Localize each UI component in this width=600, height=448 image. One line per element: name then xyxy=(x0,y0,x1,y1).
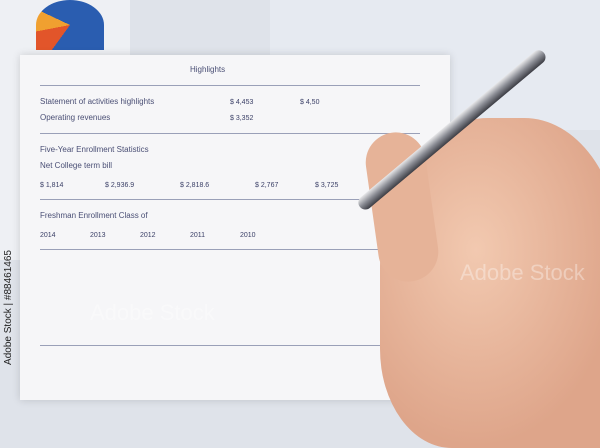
doc-number: $ 3,725 xyxy=(315,182,339,189)
watermark-overlay: Adobe Stock xyxy=(460,260,585,285)
doc-number: $ 2,818.6 xyxy=(180,182,210,189)
doc-line: Five-Year Enrollment Statistics xyxy=(40,145,149,154)
divider xyxy=(40,249,420,250)
doc-number: 2011 xyxy=(190,232,206,239)
doc-number: $ 2,936.9 xyxy=(105,182,135,189)
stock-id: #88461465 xyxy=(3,250,14,301)
doc-line: Highlights xyxy=(190,65,226,74)
doc-number: 2014 xyxy=(40,232,56,239)
doc-number: $ 2,767 xyxy=(255,182,279,189)
doc-number: $ 4,453 xyxy=(230,99,254,106)
doc-number: $ 1,814 xyxy=(40,182,64,189)
stock-brand: Adobe Stock xyxy=(3,308,14,365)
stock-id-label: Adobe Stock | #88461465 xyxy=(3,250,14,365)
doc-line: Freshman Enrollment Class of xyxy=(40,211,148,220)
doc-line: Net College term bill xyxy=(40,161,113,170)
doc-line: Statement of activities highlights xyxy=(40,97,155,106)
doc-number: 2010 xyxy=(240,232,256,239)
doc-number: $ 4,50 xyxy=(300,99,320,106)
divider xyxy=(40,133,420,134)
pie-chart-image xyxy=(36,0,104,50)
divider xyxy=(40,345,420,346)
watermark-overlay: Adobe Stock xyxy=(90,300,215,325)
divider xyxy=(40,199,420,200)
doc-number: $ 3,352 xyxy=(230,115,254,122)
doc-line: Operating revenues xyxy=(40,113,111,122)
divider xyxy=(40,85,420,86)
doc-number: 2013 xyxy=(90,232,106,239)
doc-number: 2012 xyxy=(140,232,156,239)
